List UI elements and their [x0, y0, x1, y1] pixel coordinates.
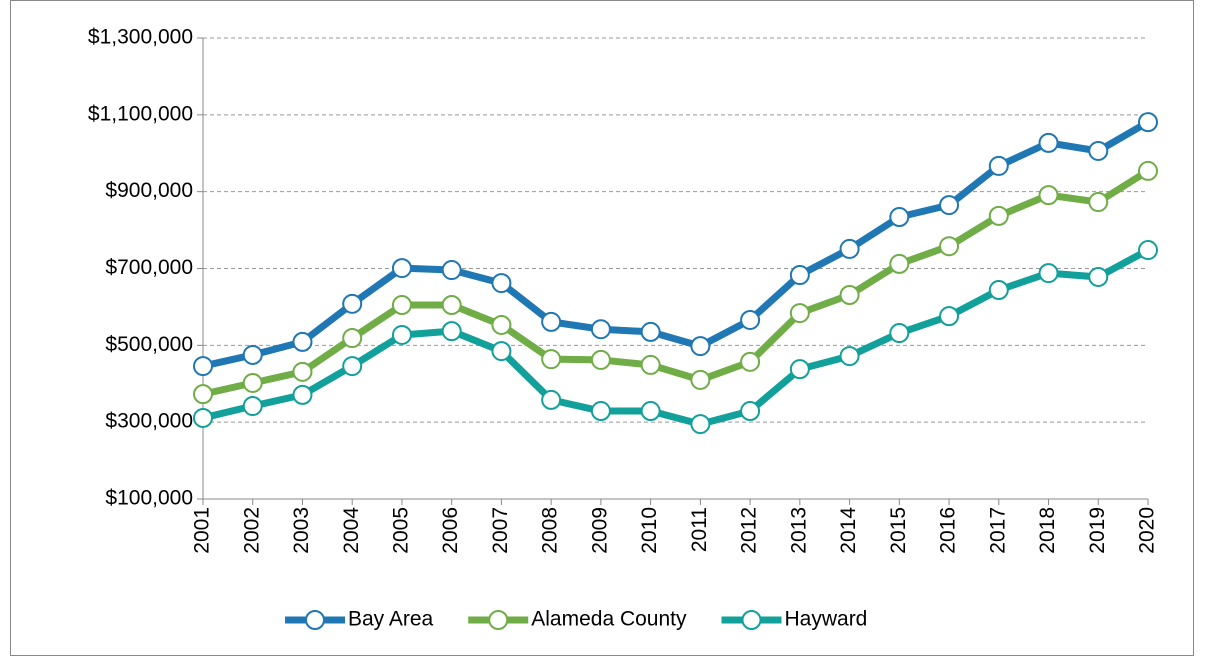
data-point: [491, 314, 512, 335]
data-point: [1088, 140, 1109, 161]
x-tick-label: 2010: [638, 507, 661, 554]
data-point: [1088, 266, 1109, 287]
data-point: [242, 344, 263, 365]
data-point: [441, 294, 462, 315]
data-point: [939, 306, 960, 327]
data-point: [391, 258, 412, 279]
data-point: [491, 341, 512, 362]
data-point: [1038, 263, 1059, 284]
data-point: [590, 349, 611, 370]
data-point: [740, 401, 761, 422]
y-tick-label: $300,000: [105, 410, 193, 433]
y-tick-label: $900,000: [105, 179, 193, 202]
data-point: [740, 309, 761, 330]
x-tick-label: 2019: [1086, 507, 1109, 554]
data-point: [292, 361, 313, 382]
x-tick-label: 2006: [439, 507, 462, 554]
x-tick-label: 2018: [1036, 507, 1059, 554]
x-tick-label: 2020: [1136, 507, 1159, 554]
data-point: [1038, 185, 1059, 206]
x-tick-label: 2007: [489, 507, 512, 554]
data-point: [541, 311, 562, 332]
data-point: [640, 354, 661, 375]
data-point: [541, 389, 562, 410]
x-tick-label: 2012: [738, 507, 761, 554]
data-point: [789, 265, 810, 286]
x-tick-label: 2009: [588, 507, 611, 554]
data-point: [242, 396, 263, 417]
x-tick-label: 2004: [340, 507, 363, 554]
y-tick-label: $100,000: [105, 487, 193, 510]
x-tick-label: 2003: [290, 507, 313, 554]
x-tick-label: 2008: [539, 507, 562, 554]
data-point: [640, 401, 661, 422]
x-tick-label: 2001: [191, 507, 214, 554]
data-point: [391, 324, 412, 345]
data-point: [342, 328, 363, 349]
data-point: [889, 207, 910, 228]
data-point: [242, 372, 263, 393]
data-point: [939, 236, 960, 257]
y-tick-label: $700,000: [105, 256, 193, 279]
data-point: [690, 336, 711, 357]
data-point: [1138, 112, 1158, 133]
data-point: [292, 331, 313, 352]
data-point: [491, 273, 512, 294]
y-tick-label: $1,100,000: [88, 102, 193, 125]
x-tick-label: 2002: [240, 507, 263, 554]
data-point: [690, 369, 711, 390]
x-tick-label: 2005: [389, 507, 412, 554]
legend-label: Alameda County: [531, 608, 687, 631]
data-point: [740, 351, 761, 372]
data-point: [342, 356, 363, 377]
data-point: [193, 407, 213, 428]
x-tick-label: 2017: [986, 507, 1009, 554]
data-point: [889, 323, 910, 344]
data-point: [1138, 240, 1158, 261]
data-point: [441, 321, 462, 342]
data-point: [789, 359, 810, 380]
data-point: [590, 319, 611, 340]
legend-marker: [741, 610, 762, 630]
legend-label: Hayward: [785, 608, 868, 631]
data-point: [789, 303, 810, 324]
data-point: [839, 285, 860, 306]
data-point: [839, 238, 860, 259]
x-tick-label: 2016: [937, 507, 960, 554]
x-tick-label: 2014: [837, 507, 860, 554]
data-point: [1088, 192, 1109, 213]
x-tick-label: 2011: [688, 507, 711, 552]
data-point: [988, 155, 1009, 176]
series-line: [202, 119, 1150, 370]
data-point: [541, 349, 562, 370]
data-point: [988, 280, 1009, 301]
data-point: [193, 384, 213, 405]
data-point: [391, 294, 412, 315]
x-tick-label: 2015: [887, 507, 910, 554]
data-point: [889, 253, 910, 274]
data-point: [640, 321, 661, 342]
data-point: [342, 293, 363, 314]
data-point: [590, 401, 611, 422]
data-point: [1138, 160, 1158, 181]
x-tick-label: 2013: [787, 507, 810, 554]
data-point: [939, 195, 960, 216]
legend-marker: [488, 610, 509, 630]
legend-label: Bay Area: [348, 608, 434, 631]
data-point: [193, 356, 213, 377]
data-point: [988, 205, 1009, 226]
y-tick-label: $500,000: [105, 333, 193, 356]
data-point: [441, 260, 462, 281]
data-point: [1038, 132, 1059, 153]
y-tick-label: $1,300,000: [88, 26, 193, 49]
data-point: [839, 346, 860, 367]
data-point: [690, 414, 711, 435]
legend-marker: [305, 610, 325, 630]
data-point: [292, 384, 313, 405]
